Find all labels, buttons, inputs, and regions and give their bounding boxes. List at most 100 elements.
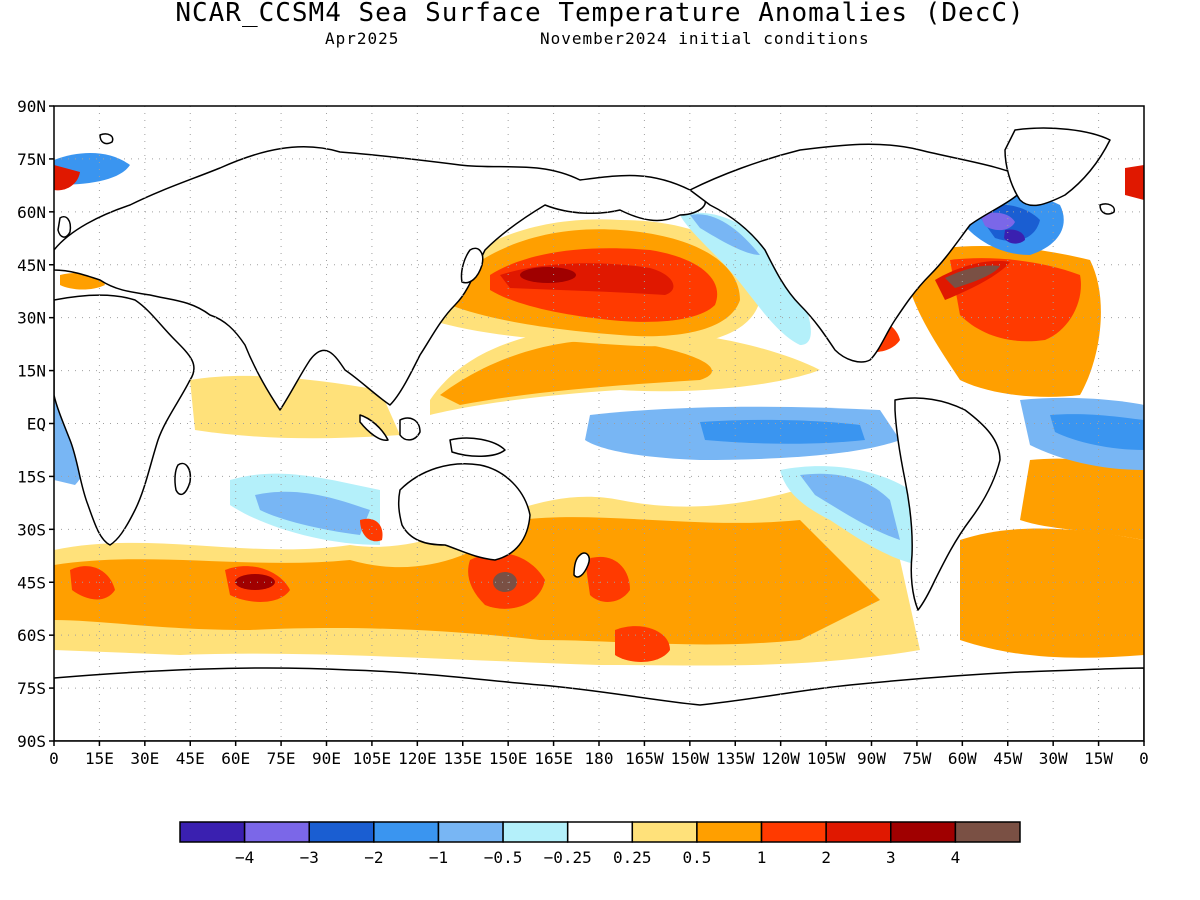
lon-tick-label: 120E [398, 749, 437, 768]
lon-tick-label: 135E [443, 749, 482, 768]
legend-label: −1 [429, 848, 448, 867]
lon-tick-label: 0 [1139, 749, 1149, 768]
lat-tick-label: 45N [17, 256, 46, 275]
anomaly-region-barents-sea-warm [54, 165, 80, 191]
lon-tick-label: 180 [585, 749, 614, 768]
lat-tick-label: 45S [17, 573, 46, 592]
legend-swatch [566, 821, 634, 843]
anomaly-region-indian-ocean-cool-core [255, 491, 370, 535]
chart-title: NCAR_CCSM4 Sea Surface Temperature Anoma… [175, 0, 1025, 28]
anomaly-region-south-indian-central [360, 518, 383, 542]
lon-tick-label: 90W [857, 749, 886, 768]
anomaly-region-indian-ocean [190, 375, 400, 439]
legend-swatch [437, 821, 504, 843]
anomaly-region-se-pacific-cool [800, 473, 900, 540]
lon-tick-label: 135W [716, 749, 755, 768]
anomaly-region-new-zealand [585, 556, 630, 602]
legend-label: 2 [821, 848, 831, 867]
lon-tick-label: 105E [353, 749, 392, 768]
legend-swatch [308, 821, 375, 843]
anomaly-region-sw-indian [70, 566, 115, 600]
lon-tick-label: 75W [902, 749, 931, 768]
island-sumatra [359, 414, 389, 441]
lat-tick-label: 60N [17, 203, 46, 222]
latitude-axis: 90N 75N 60N 45N 30N 15N EQ 15S 30S 45S 60S 75S 90S [17, 97, 54, 751]
legend-swatch [631, 821, 698, 843]
island-uk [57, 216, 72, 238]
legend-swatch [890, 821, 957, 843]
lon-tick-label: 45W [993, 749, 1022, 768]
anomaly-region-equatorial-pacific-core [700, 419, 865, 444]
island-new-guinea [449, 437, 506, 457]
continent-north-america [689, 143, 1031, 363]
anomaly-region-southern-ocean-warm [54, 517, 880, 645]
anomaly-field [54, 153, 1144, 666]
lat-tick-label: EQ [27, 415, 46, 434]
lon-tick-label: 75E [267, 749, 296, 768]
island-iceland [1099, 203, 1116, 215]
anomaly-region-south-atlantic-tropical [1020, 458, 1144, 540]
legend-swatch [243, 821, 310, 843]
anomaly-region-gulf-stream-peak [945, 265, 1000, 288]
color-legend: −4 −3 −2 −1 −0.5 −0.25 0.25 0.5 1 2 3 4 [179, 821, 1021, 867]
legend-swatch [825, 821, 892, 843]
legend-label: 0.5 [682, 848, 711, 867]
legend-label: −3 [300, 848, 319, 867]
legend-swatch [760, 821, 827, 843]
anomaly-region-tropical-atlantic-core [1050, 414, 1144, 450]
lat-tick-label: 75N [17, 150, 46, 169]
legend-label: −4 [235, 848, 254, 867]
lon-tick-label: 45E [176, 749, 205, 768]
lat-tick-label: 90N [17, 97, 46, 116]
lat-tick-label: 30N [17, 309, 46, 328]
legend-label: 0.25 [613, 848, 652, 867]
anomaly-region-ne-pacific-coast [680, 212, 811, 345]
lat-tick-label: 15N [17, 362, 46, 381]
lon-tick-label: 90E [312, 749, 341, 768]
legend-swatch [179, 821, 246, 843]
longitude-axis: 0 15E 30E 45E 60E 75E 90E 105E 120E 135E 150E 165E 1… [49, 741, 1149, 768]
lon-tick-label: 165W [625, 749, 664, 768]
lon-tick-label: 15E [85, 749, 114, 768]
legend-label: −0.5 [484, 848, 523, 867]
legend-swatch [696, 821, 763, 843]
island-new-zealand [573, 552, 590, 578]
legend-label: 4 [951, 848, 961, 867]
lat-tick-label: 60S [17, 626, 46, 645]
legend-label: 1 [757, 848, 767, 867]
island-svalbard [99, 133, 114, 145]
lon-tick-label: 60W [948, 749, 977, 768]
continent-south-america [894, 397, 1001, 611]
lon-tick-label: 30W [1039, 749, 1068, 768]
continent-australia [397, 463, 531, 561]
lon-tick-label: 0 [49, 749, 59, 768]
legend-swatch [373, 821, 440, 843]
lat-tick-label: 15S [17, 467, 46, 486]
map-grid [54, 106, 1144, 741]
lat-tick-label: 30S [17, 520, 46, 539]
lon-tick-label: 150W [671, 749, 710, 768]
anomaly-region-labrador-sea-peak [1004, 229, 1025, 244]
legend-label: 3 [886, 848, 896, 867]
lon-tick-label: 30E [130, 749, 159, 768]
lat-tick-label: 90S [17, 732, 46, 751]
continent-greenland [1004, 127, 1111, 207]
anomaly-region-north-pacific-peak [520, 267, 576, 283]
lat-tick-label: 75S [17, 679, 46, 698]
lon-tick-label: 15W [1084, 749, 1113, 768]
legend-swatch [954, 821, 1021, 843]
island-madagascar [174, 462, 192, 496]
island-japan [460, 247, 484, 284]
anomaly-region-tasman-sea-peak [493, 572, 517, 592]
initial-conditions: November2024 initial conditions [540, 29, 870, 48]
anomaly-region-labrador-sea-core [980, 212, 1015, 231]
lon-tick-label: 165E [534, 749, 573, 768]
continent-africa [54, 294, 195, 546]
legend-label: −2 [364, 848, 383, 867]
legend-swatch [502, 821, 569, 843]
lon-tick-label: 150E [489, 749, 528, 768]
legend-label: −0.25 [544, 848, 592, 867]
forecast-month: Apr2025 [325, 29, 400, 48]
anomaly-region-southern-indian-peak [235, 574, 275, 590]
